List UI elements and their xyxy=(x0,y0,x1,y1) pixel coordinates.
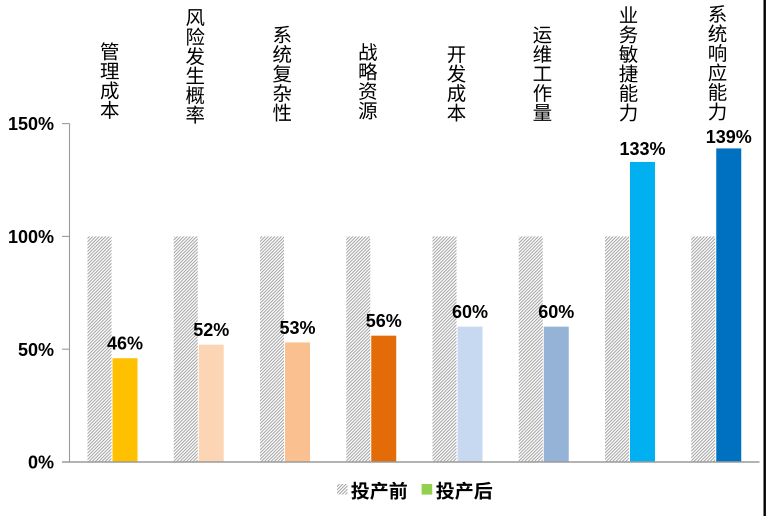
svg-text:139%: 139% xyxy=(706,127,752,147)
svg-text:60%: 60% xyxy=(452,302,488,322)
svg-text:0%: 0% xyxy=(28,453,54,473)
svg-text:60%: 60% xyxy=(538,302,574,322)
svg-text:46%: 46% xyxy=(107,334,143,354)
svg-text:53%: 53% xyxy=(279,318,315,338)
svg-text:150%: 150% xyxy=(8,114,54,134)
svg-text:50%: 50% xyxy=(18,340,54,360)
svg-text:100%: 100% xyxy=(8,227,54,247)
svg-text:52%: 52% xyxy=(193,320,229,340)
svg-text:133%: 133% xyxy=(619,139,665,159)
svg-text:56%: 56% xyxy=(366,311,402,331)
